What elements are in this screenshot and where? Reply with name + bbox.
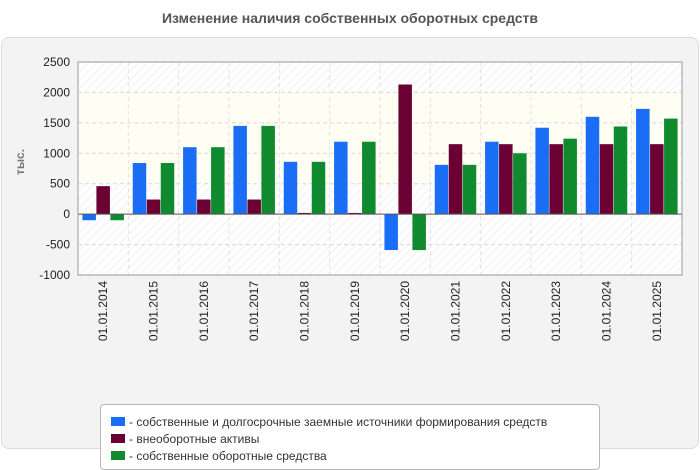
legend-label-noncurrent-assets: - внеоборотные активы xyxy=(129,431,260,446)
y-tick-label: -1000 xyxy=(39,268,70,282)
x-tick-label: 01.01.2025 xyxy=(650,281,664,341)
bar-s0-c6 xyxy=(384,214,398,251)
bar-s1-c7 xyxy=(448,144,463,215)
bar-s1-c8 xyxy=(499,144,513,215)
bar-s0-c7 xyxy=(434,164,449,215)
bar-s0-c8 xyxy=(485,141,499,215)
bar-s1-c1 xyxy=(146,199,161,215)
bar-s2-c10 xyxy=(613,126,628,215)
bar-s1-c11 xyxy=(650,144,664,215)
legend-item-sources: - собственные и долгосрочные заемные ист… xyxy=(101,413,599,430)
x-tick-label: 01.01.2018 xyxy=(298,281,312,341)
chart-plot: 2500 2000 1500 1000 500 0 -500 -1000 01.01.2014 0… xyxy=(13,55,683,341)
bar-s1-c9 xyxy=(549,144,563,215)
bar-s0-c9 xyxy=(535,127,549,215)
y-axis-label: тыс. xyxy=(13,149,27,175)
bar-s0-c5 xyxy=(334,141,348,215)
chart-title: Изменение наличия собственных оборотных … xyxy=(161,10,539,26)
bar-s1-c2 xyxy=(197,199,211,215)
bar-s2-c11 xyxy=(664,118,678,215)
y-tick-label: 2000 xyxy=(43,85,70,99)
y-tick-label: 1000 xyxy=(43,146,70,160)
x-tick-label: 01.01.2016 xyxy=(197,281,211,341)
bar-s2-c7 xyxy=(462,164,477,215)
legend-swatch-working-capital xyxy=(111,451,125,460)
x-tick-label: 01.01.2024 xyxy=(600,281,614,341)
legend-swatch-sources xyxy=(111,417,125,426)
bar-s2-c8 xyxy=(513,153,527,215)
x-tick-label: 01.01.2019 xyxy=(348,281,362,341)
legend-swatch-noncurrent-assets xyxy=(111,434,125,443)
legend-label-working-capital: - собственные оборотные средства xyxy=(129,448,327,463)
bar-s2-c0 xyxy=(110,214,124,221)
bar-s0-c10 xyxy=(585,116,600,215)
bar-s0-c2 xyxy=(183,147,197,215)
y-tick-label: 2500 xyxy=(43,55,70,69)
x-tick-label: 01.01.2022 xyxy=(499,281,513,341)
bar-s2-c2 xyxy=(211,147,225,215)
x-tick-label: 01.01.2014 xyxy=(96,281,110,341)
bar-s1-c10 xyxy=(599,144,614,215)
x-tick-label: 01.01.2017 xyxy=(247,281,261,341)
y-tick-label: 0 xyxy=(63,207,70,221)
legend: - собственные и долгосрочные заемные ист… xyxy=(100,404,600,470)
plot-frame xyxy=(77,61,683,276)
bar-s1-c6 xyxy=(398,84,412,215)
bar-s2-c4 xyxy=(311,161,326,215)
x-tick-label: 01.01.2021 xyxy=(449,281,463,341)
bar-s1-c4 xyxy=(297,212,312,215)
y-tick-label: 1500 xyxy=(43,116,70,130)
x-tick-label: 01.01.2023 xyxy=(549,281,563,341)
y-tick-label: 500 xyxy=(50,177,70,191)
bar-s1-c5 xyxy=(348,212,362,215)
bar-s0-c1 xyxy=(132,163,147,215)
bar-s0-c0 xyxy=(82,214,96,221)
bar-s2-c5 xyxy=(362,141,376,215)
bar-s2-c9 xyxy=(563,138,577,215)
legend-item-noncurrent-assets: - внеоборотные активы xyxy=(101,430,599,447)
bar-s2-c3 xyxy=(261,125,275,215)
bar-s1-c0 xyxy=(96,186,110,215)
chart-panel: 2500 2000 1500 1000 500 0 -500 -1000 01.01.2014 0… xyxy=(1,37,699,470)
bar-s2-c6 xyxy=(412,214,426,251)
bar-s2-c1 xyxy=(160,163,175,215)
bar-s0-c3 xyxy=(233,125,247,215)
bar-s0-c4 xyxy=(283,161,298,215)
y-tick-label: -500 xyxy=(46,238,70,252)
legend-label-sources: - собственные и долгосрочные заемные ист… xyxy=(129,414,548,429)
x-tick-label: 01.01.2020 xyxy=(398,281,412,341)
bar-s1-c3 xyxy=(247,199,261,215)
x-tick-label: 01.01.2015 xyxy=(147,281,161,341)
bar-s0-c11 xyxy=(636,108,650,215)
